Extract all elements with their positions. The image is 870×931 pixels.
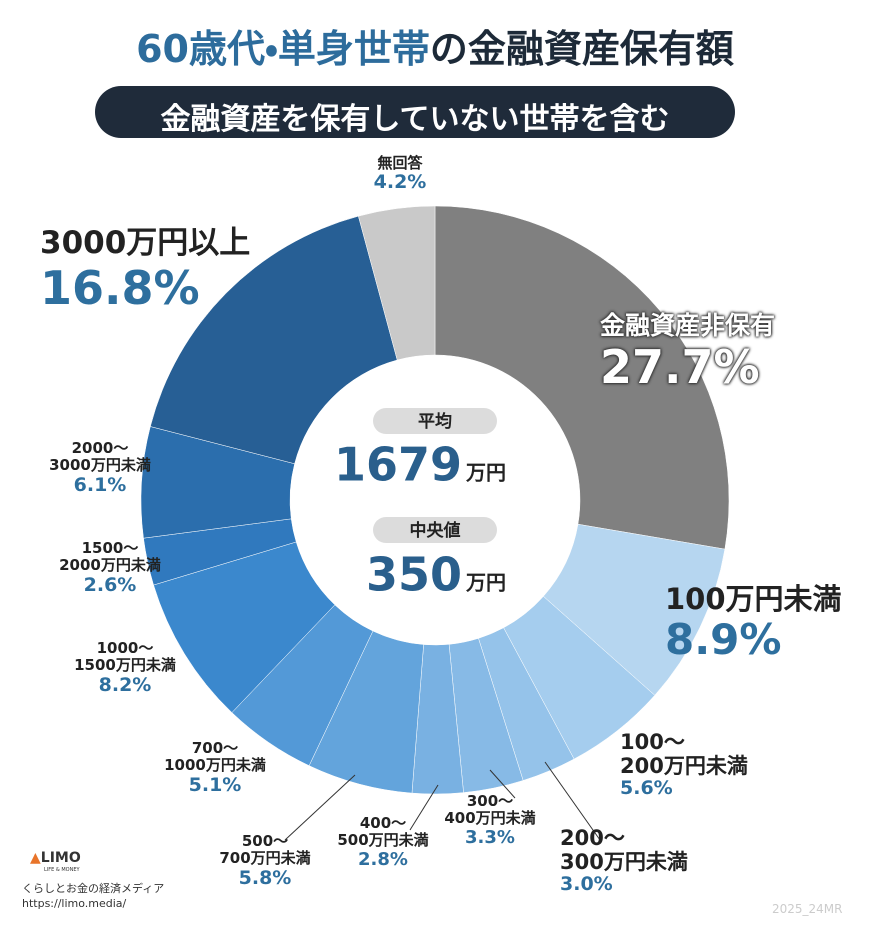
leader-line xyxy=(489,769,516,799)
mean-label: 平均 xyxy=(418,411,452,432)
slice-label: 1500〜 2000万円未満 2.6% xyxy=(59,539,161,596)
category-label: 400〜 500万円未満 xyxy=(337,814,429,850)
slice-label: 200〜 300万円未満 3.0% xyxy=(560,826,688,896)
leader-line xyxy=(544,761,601,841)
slice xyxy=(434,205,730,550)
value-label: 4.2% xyxy=(373,171,427,194)
title-part: の金融資産保有額 xyxy=(429,27,734,71)
pill xyxy=(373,517,497,543)
slice xyxy=(150,215,398,465)
logo-sub: LIFE & MONEY xyxy=(44,867,80,873)
slice-label: 500〜 700万円未満 5.8% xyxy=(219,832,311,889)
category-label: 1000〜 1500万円未満 xyxy=(74,639,176,675)
slice-label: 700〜 1000万円未満 5.1% xyxy=(164,739,266,796)
slice-label: 1000〜 1500万円未満 8.2% xyxy=(74,639,176,696)
value-label: 5.6% xyxy=(620,777,673,800)
mean-value: 1679 xyxy=(334,438,462,492)
category-label: 100〜 200万円未満 xyxy=(620,730,748,779)
title-part: 60歳代・単身世帯 xyxy=(136,27,430,71)
category-label: 200〜 300万円未満 xyxy=(560,826,688,875)
category-label: 700〜 1000万円未満 xyxy=(164,739,266,775)
logo: ▲LIMO xyxy=(30,850,81,866)
slice-label: 3000万円以上 16.8% xyxy=(40,225,251,315)
value-label: 3.0% xyxy=(560,873,613,896)
value-label: 8.2% xyxy=(98,673,152,696)
slice-label: 100〜 200万円未満 5.6% xyxy=(620,730,748,800)
value-label: 2.8% xyxy=(358,848,408,870)
category-label: 300〜 400万円未満 xyxy=(444,792,536,828)
category-label: 金融資産非保有 xyxy=(600,311,776,340)
category-label: 500〜 700万円未満 xyxy=(219,832,311,868)
median-unit: 万円 xyxy=(465,571,506,595)
subtitle: 金融資産を保有していない世帯を含む xyxy=(160,102,670,137)
slice-label: 2000〜 3000万円未満 6.1% xyxy=(49,439,151,496)
value-label: 5.8% xyxy=(238,866,292,889)
value-label: 27.7% xyxy=(600,339,760,394)
credit: 2025_24MR xyxy=(772,902,843,916)
url: https://limo.media/ xyxy=(22,897,127,910)
value-label: 2.6% xyxy=(83,573,137,596)
category-label: 2000〜 3000万円未満 xyxy=(49,439,151,475)
value-label: 16.8% xyxy=(40,260,200,315)
value-label: 5.1% xyxy=(188,773,242,796)
slice xyxy=(358,205,436,361)
logo-text: LIMO xyxy=(40,850,81,866)
pill xyxy=(373,408,497,434)
slice-label: 金融資産非保有 27.7% xyxy=(600,311,776,394)
category-label: 1500〜 2000万円未満 xyxy=(59,539,161,575)
value-label: 8.9% xyxy=(665,615,782,665)
category-label: 100万円未満 xyxy=(665,582,842,616)
value-label: 3.3% xyxy=(465,826,515,848)
value-label: 6.1% xyxy=(73,473,127,496)
mean-unit: 万円 xyxy=(465,461,506,485)
leader-line xyxy=(409,784,439,831)
tagline: くらしとお金の経済メディア xyxy=(22,882,165,895)
median-value: 350 xyxy=(366,548,462,602)
category-label: 3000万円以上 xyxy=(40,225,251,261)
subtitle-pill xyxy=(95,86,735,138)
title: 60歳代・単身世帯の金融資産保有額 xyxy=(0,18,870,73)
slices xyxy=(140,205,730,795)
leader-line xyxy=(284,774,356,841)
category-label: 無回答 xyxy=(377,154,423,172)
slice-label: 無回答 4.2% xyxy=(373,154,427,194)
slice-label: 400〜 500万円未満 2.8% xyxy=(337,814,429,870)
slice-label: 300〜 400万円未満 3.3% xyxy=(444,792,536,848)
median-label: 中央値 xyxy=(410,520,461,541)
leader-lines xyxy=(284,761,601,841)
slice-label: 100万円未満 8.9% xyxy=(665,582,842,665)
